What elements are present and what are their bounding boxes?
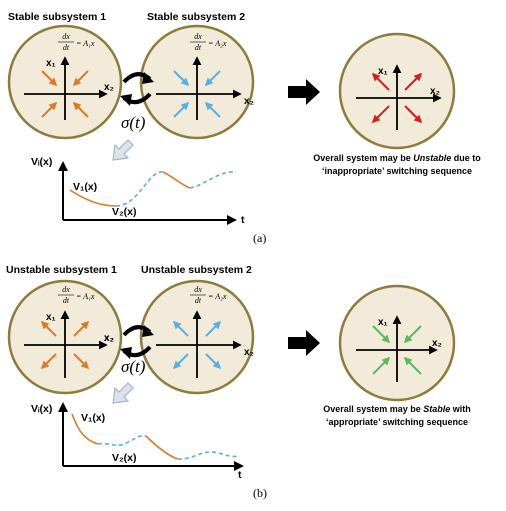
switching-arrows	[120, 72, 154, 106]
x2-label: x₂	[244, 347, 254, 358]
subsystem1-title: Unstable subsystem 1	[6, 264, 117, 276]
result-text-line1: Overall system may be Unstable due to	[313, 153, 481, 163]
inward-arrows	[173, 70, 221, 118]
subsystem2-equation: dx dt = A₂x	[190, 285, 227, 305]
x2-label: x₂	[244, 96, 254, 107]
result-text-line1: Overall system may be Stable with	[323, 404, 471, 414]
x2-label: x₂	[104, 333, 114, 344]
svg-text:= A₁x: = A₁x	[76, 39, 95, 48]
right-arrow-icon	[288, 330, 320, 356]
subsystem2-phase-portrait: dx dt = A₂x x₂	[139, 24, 255, 140]
subsystem1-phase-portrait: dx dt = A₁x x₁ x₂	[7, 279, 123, 395]
curve-v2-label: V₂(x)	[112, 206, 137, 218]
x1-label: x₁	[378, 66, 388, 77]
svg-text:dx: dx	[62, 32, 70, 41]
result-text-line2: ‘appropriate’ switching sequence	[326, 417, 468, 427]
svg-text:dt: dt	[63, 43, 70, 52]
subsystem1-title: Stable subsystem 1	[8, 11, 106, 23]
plot-xlabel: t	[241, 214, 245, 226]
subsystem1-equation: dx dt = A₁x	[58, 285, 95, 305]
x2-label: x₂	[430, 86, 440, 97]
plot-ylabel: Vᵢ(x)	[31, 403, 52, 415]
outward-arrows	[40, 320, 90, 370]
svg-text:= A₁x: = A₁x	[76, 292, 95, 301]
curve-v1	[69, 189, 117, 207]
subsystem2-title: Stable subsystem 2	[147, 11, 245, 23]
subsystem1-equation: dx dt = A₁x	[58, 32, 95, 52]
svg-text:= A₂x: = A₂x	[208, 39, 227, 48]
svg-text:dx: dx	[62, 285, 70, 294]
overall-unstable-portrait: x₁ x₂	[338, 32, 456, 150]
x1-label: x₁	[46, 312, 56, 323]
switching-signal-label: σ(t)	[121, 357, 146, 376]
curve-v1-label: V₁(x)	[81, 412, 105, 424]
right-arrow-icon	[288, 79, 320, 105]
svg-text:dt: dt	[195, 296, 202, 305]
caption-a: (a)	[253, 231, 266, 245]
lyapunov-plot: Vᵢ(x) t V₁(x) V₂(x)	[31, 156, 245, 226]
svg-text:dt: dt	[63, 296, 70, 305]
x2-label: x₂	[432, 338, 442, 349]
curve-v2	[97, 434, 147, 447]
curve-v2-label: V₂(x)	[112, 452, 137, 464]
curve-v2	[115, 171, 164, 207]
outward-arrows	[371, 72, 423, 124]
svg-text:= A₂x: = A₂x	[208, 292, 227, 301]
panel-a: Stable subsystem 1 Stable subsystem 2 dx…	[7, 11, 481, 245]
curve-v1-label: V₁(x)	[73, 181, 97, 193]
x2-label: x₂	[104, 333, 114, 344]
svg-text:dt: dt	[195, 43, 202, 52]
subsystem1-phase-portrait: dx dt = A₁x x₁ x₂	[7, 24, 123, 140]
inward-arrows	[41, 70, 89, 118]
caption-b: (b)	[253, 486, 267, 500]
switching-signal-label: σ(t)	[121, 113, 146, 132]
down-left-arrow-icon	[112, 382, 134, 404]
panel-b: Unstable subsystem 1 Unstable subsystem …	[6, 264, 471, 500]
svg-text:dx: dx	[194, 32, 202, 41]
svg-text:dx: dx	[194, 285, 202, 294]
curve-v1	[71, 413, 99, 445]
overall-stable-portrait: x₁ x₂	[338, 284, 456, 402]
plot-ylabel: Vᵢ(x)	[31, 156, 52, 168]
lyapunov-plot: Vᵢ(x) t V₁(x) V₂(x)	[31, 402, 244, 481]
subsystem2-title: Unstable subsystem 2	[141, 264, 252, 276]
subsystem2-phase-portrait: dx dt = A₂x x₂	[139, 279, 255, 395]
outward-arrows	[172, 320, 222, 370]
result-text-line2: ‘inappropriate’ switching sequence	[322, 166, 472, 176]
subsystem2-equation: dx dt = A₂x	[190, 32, 227, 52]
x1-label: x₁	[46, 58, 56, 69]
down-left-arrow-icon	[112, 139, 134, 161]
plot-xlabel: t	[238, 469, 242, 481]
x1-label: x₁	[378, 317, 388, 328]
x2-label: x₂	[104, 82, 114, 93]
inward-arrows	[372, 325, 422, 375]
switching-arrows	[120, 325, 154, 359]
